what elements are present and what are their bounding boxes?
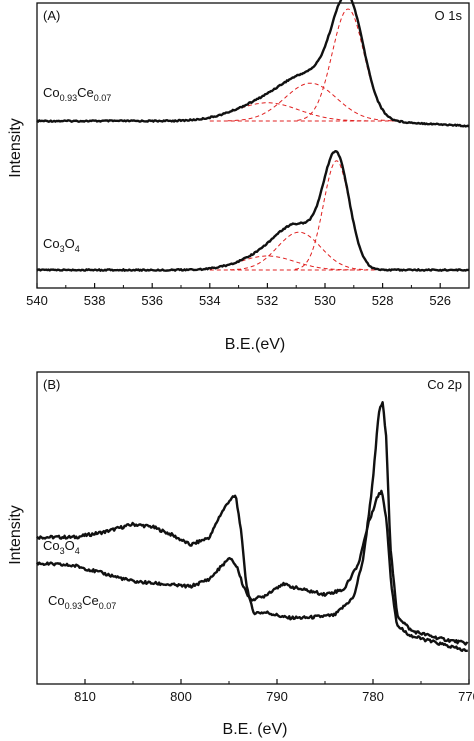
series-label-part: Co — [48, 593, 65, 608]
fit-component-1-1 — [229, 231, 369, 271]
panel-b-label: (B) — [43, 377, 60, 392]
fit-component-1-0 — [294, 160, 379, 270]
series-label-part: Ce — [82, 593, 99, 608]
panel-a-label: (A) — [43, 8, 60, 23]
x-tick-label: 534 — [199, 293, 221, 308]
x-tick-label: 810 — [74, 689, 96, 704]
panel-a-o1s: (A) O 1s 540 538 536 534 532 530 528 526 Intens… — [7, 0, 470, 353]
x-tick-label: 800 — [170, 689, 192, 704]
series-label-part: 0.07 — [94, 93, 112, 103]
spectrum-line-0 — [36, 0, 470, 128]
series-label-part: Co — [43, 538, 60, 553]
panel-a-series-label-co093ce007: Co0.93Ce0.07 — [43, 85, 111, 103]
x-tick-label: 538 — [84, 293, 106, 308]
fit-component-0-0 — [297, 8, 399, 121]
series-label-part: Ce — [77, 85, 94, 100]
series-label-part: Co — [43, 85, 60, 100]
series-label-part: 4 — [75, 244, 80, 254]
panel-a-x-ticks: 540 538 536 534 532 530 528 526 — [26, 283, 451, 308]
panel-b-curves — [35, 401, 469, 652]
panel-a-frame — [36, 2, 470, 289]
x-tick-label: 532 — [257, 293, 279, 308]
panel-a-curves — [36, 0, 470, 272]
x-tick-label: 540 — [26, 293, 48, 308]
series-label-part: 3 — [60, 244, 65, 254]
panel-b-y-axis-label: Intensity — [7, 505, 24, 565]
series-label-part: O — [65, 538, 75, 553]
series-label-part: O — [65, 236, 75, 251]
x-tick-label: 790 — [266, 689, 288, 704]
panel-b-co2p: (B) Co 2p 810 800 790 780 770 Intensity B.E.… — [7, 371, 474, 738]
panel-b-x-axis-label: B.E. (eV) — [223, 721, 288, 738]
spectrum-line-0 — [36, 401, 469, 646]
panel-b-frame — [36, 371, 470, 685]
spectrum-line-1 — [36, 150, 470, 272]
panel-b-series-label-co093ce007: Co0.93Ce0.07 — [48, 593, 116, 611]
x-tick-label: 528 — [372, 293, 394, 308]
series-label-part: 3 — [60, 546, 65, 556]
series-label-part: 0.93 — [60, 93, 78, 103]
series-label-part: Co — [43, 236, 60, 251]
fit-component-0-1 — [227, 82, 394, 122]
x-tick-label: 526 — [429, 293, 451, 308]
x-tick-label: 780 — [362, 689, 384, 704]
series-label-part: 4 — [75, 546, 80, 556]
panel-b-x-ticks: 810 800 790 780 770 — [74, 679, 474, 704]
panel-b-series-label-co3o4: Co3O4 — [43, 538, 80, 556]
x-tick-label: 536 — [141, 293, 163, 308]
panel-a-series-label-co3o4: Co3O4 — [43, 236, 80, 254]
x-tick-label: 530 — [314, 293, 336, 308]
spectrum-line-1 — [35, 489, 468, 652]
series-label-part: 0.93 — [65, 601, 83, 611]
panel-b-annotation: Co 2p — [427, 377, 462, 392]
panel-a-x-axis-label: B.E.(eV) — [225, 336, 285, 353]
series-label-part: 0.07 — [99, 601, 117, 611]
x-tick-label: 770 — [458, 689, 474, 704]
panel-a-y-axis-label: Intensity — [7, 118, 24, 178]
panel-a-annotation: O 1s — [435, 8, 463, 23]
